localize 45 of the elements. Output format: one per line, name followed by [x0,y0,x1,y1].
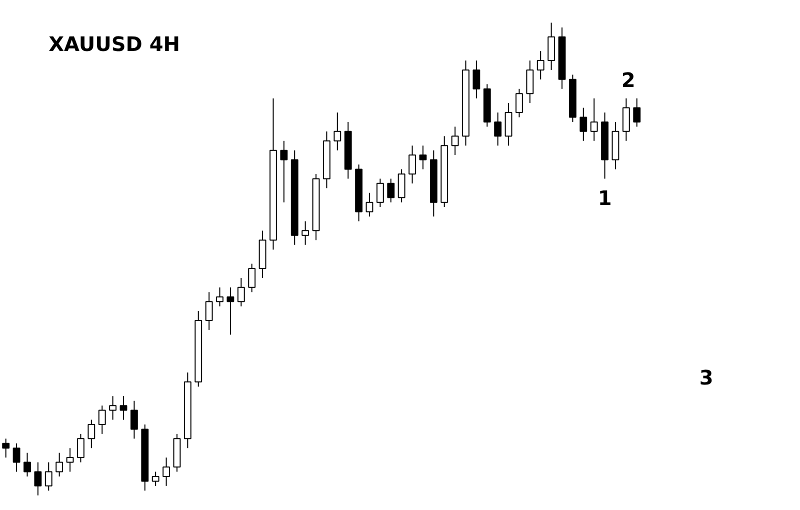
candlestick [12,442,20,472]
candlestick [633,98,641,128]
candlestick [472,60,480,99]
candlestick [302,220,310,246]
candlestick [162,457,170,486]
candlestick [398,168,406,203]
candlestick [536,50,544,80]
candlestick [56,452,64,477]
candlestick [516,88,523,118]
candlestick [88,419,96,449]
candlestick [494,112,502,146]
candlestick [34,462,42,496]
text: 3 [699,366,714,390]
annotation: 2 [621,68,636,92]
candlestick [334,112,342,151]
candlestick [248,263,256,293]
candlestick [408,145,416,184]
candlestick [226,286,234,336]
candlestick [130,400,138,440]
candlestick [216,286,224,307]
candlestick [237,277,245,307]
candlestick [120,396,128,420]
candlestick [451,126,459,156]
candlestick [580,107,588,142]
candlestick [2,438,10,458]
annotation: 1 [598,186,612,210]
candlestick [98,405,106,434]
candlestick [622,98,630,142]
candlestick [419,145,427,170]
candlestick [376,178,384,208]
candlestick [280,140,288,203]
candlestick [366,192,374,218]
text: XAUUSD 4H [48,32,180,56]
candlestick [387,178,395,203]
candlestick [504,102,512,146]
candlestick [24,452,31,477]
candlestick [109,396,117,420]
candlestick [44,462,52,492]
candlestick [77,433,84,463]
candlestick [590,98,598,142]
candlestick [66,448,74,472]
candlestick [548,22,556,70]
candlestick [526,60,534,104]
candlestick [205,292,213,330]
candlestick [152,471,160,486]
